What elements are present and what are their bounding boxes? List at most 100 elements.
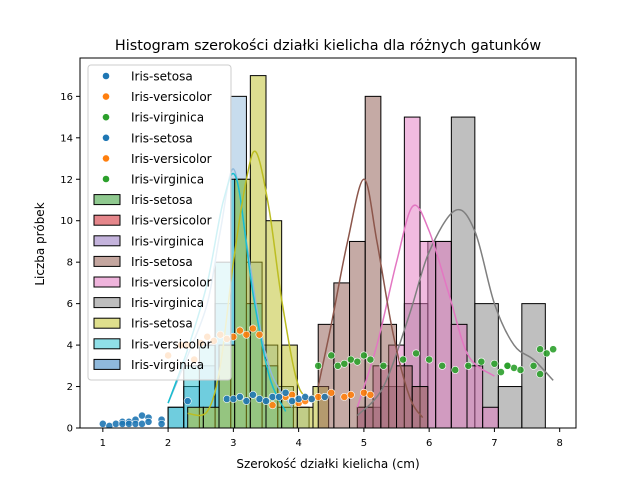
y-tick-label: 12 bbox=[60, 175, 73, 186]
scatter-point bbox=[249, 324, 257, 333]
histogram-bar bbox=[450, 323, 468, 428]
scatter-point bbox=[529, 361, 538, 370]
scatter-point bbox=[477, 357, 486, 366]
scatter-point bbox=[359, 351, 368, 360]
scatter-point bbox=[438, 361, 447, 370]
scatter-point bbox=[307, 395, 316, 403]
scatter-point bbox=[536, 345, 545, 354]
legend-marker bbox=[102, 72, 110, 80]
legend-label: Iris-virginica bbox=[131, 234, 204, 248]
scatter-point bbox=[275, 393, 283, 401]
scatter-point bbox=[536, 370, 545, 379]
scatter-point bbox=[281, 388, 290, 397]
histogram-bar bbox=[202, 406, 220, 428]
scatter-point bbox=[314, 361, 323, 370]
legend-swatch bbox=[93, 235, 121, 247]
legend-label: Iris-setosa bbox=[131, 193, 193, 207]
histogram-bar bbox=[482, 406, 499, 428]
scatter-series bbox=[497, 345, 558, 379]
scatter-point bbox=[255, 395, 264, 403]
histogram-bar bbox=[333, 282, 351, 428]
legend-marker bbox=[102, 175, 110, 183]
legend-label: Iris-virginica bbox=[131, 358, 204, 372]
scatter-point bbox=[249, 390, 257, 399]
legend-swatch bbox=[93, 317, 121, 329]
x-tick-label: 1 bbox=[100, 438, 106, 449]
legend-label: Iris-versicolor bbox=[131, 214, 212, 228]
scatter-point bbox=[379, 361, 388, 370]
chart-title: Histogram szerokości działki kielicha dl… bbox=[115, 38, 541, 54]
scatter-point bbox=[490, 359, 499, 368]
scatter-point bbox=[516, 366, 525, 374]
legend-label: Iris-setosa bbox=[131, 131, 193, 145]
scatter-point bbox=[222, 395, 231, 403]
kde-line bbox=[356, 204, 495, 408]
legend-label: Iris-setosa bbox=[131, 255, 193, 269]
legend-label: Iris-virginica bbox=[131, 173, 204, 187]
legend-label: Iris-virginica bbox=[131, 111, 204, 125]
scatter-point bbox=[359, 388, 368, 397]
histogram-bar bbox=[167, 406, 185, 428]
x-tick-label: 4 bbox=[295, 438, 301, 449]
histogram-bar bbox=[296, 406, 314, 428]
histogram-bar bbox=[281, 344, 298, 428]
legend-swatch bbox=[93, 276, 121, 288]
scatter-series bbox=[183, 388, 329, 405]
legend-swatch bbox=[93, 358, 121, 370]
y-tick-label: 4 bbox=[67, 341, 73, 352]
histogram-bar bbox=[466, 365, 484, 428]
histogram-bar bbox=[411, 386, 429, 428]
scatter-point bbox=[333, 361, 342, 370]
y-tick-label: 10 bbox=[60, 216, 73, 227]
x-tick-label: 3 bbox=[230, 438, 236, 449]
scatter-point bbox=[144, 417, 153, 426]
scatter-point bbox=[268, 401, 277, 410]
axes-frame bbox=[79, 57, 577, 429]
scatter-point bbox=[268, 393, 277, 401]
scatter-point bbox=[425, 355, 434, 364]
scatter-point bbox=[327, 388, 336, 397]
scatter-point bbox=[510, 363, 518, 372]
scatter-point bbox=[242, 397, 251, 405]
y-tick-label: 2 bbox=[67, 382, 73, 393]
scatter-series bbox=[314, 349, 512, 374]
histogram-bar bbox=[187, 406, 204, 428]
legend-label: Iris-versicolor bbox=[131, 90, 212, 104]
y-tick-label: 8 bbox=[67, 258, 73, 269]
scatter-point bbox=[451, 366, 460, 374]
scatter-point bbox=[340, 359, 349, 368]
scatter-point bbox=[183, 397, 192, 405]
scatter-point bbox=[464, 361, 473, 370]
legend-marker bbox=[102, 133, 110, 142]
y-tick-label: 14 bbox=[60, 133, 73, 144]
scatter-point bbox=[157, 419, 166, 428]
scatter-point bbox=[549, 345, 558, 354]
legend-marker bbox=[102, 154, 110, 163]
scatter-point bbox=[366, 390, 375, 399]
scatter-point bbox=[340, 393, 349, 401]
scatter-series bbox=[98, 411, 166, 428]
scatter-point bbox=[346, 390, 355, 399]
scatter-point bbox=[125, 419, 133, 428]
legend-box bbox=[87, 64, 232, 381]
scatter-point bbox=[229, 395, 238, 403]
x-tick-label: 5 bbox=[361, 438, 367, 449]
scatter-point bbox=[412, 349, 421, 358]
legend-label: Iris-virginica bbox=[131, 296, 204, 310]
y-tick-label: 0 bbox=[67, 424, 73, 435]
scatter-point bbox=[118, 419, 127, 428]
scatter-point bbox=[320, 393, 329, 401]
x-tick-label: 8 bbox=[556, 438, 562, 449]
scatter-point bbox=[242, 330, 251, 339]
legend-swatch bbox=[93, 338, 121, 350]
x-tick-label: 7 bbox=[491, 438, 497, 449]
scatter-point bbox=[497, 368, 505, 376]
legend-swatch bbox=[93, 214, 121, 226]
scatter-point bbox=[399, 355, 407, 364]
scatter-point bbox=[138, 411, 146, 420]
scatter-point bbox=[262, 397, 270, 405]
legend: Iris-setosa Iris-versicolor Iris-virginica… bbox=[87, 64, 232, 381]
histogram-bar bbox=[435, 240, 452, 428]
scatter-point bbox=[314, 393, 323, 401]
